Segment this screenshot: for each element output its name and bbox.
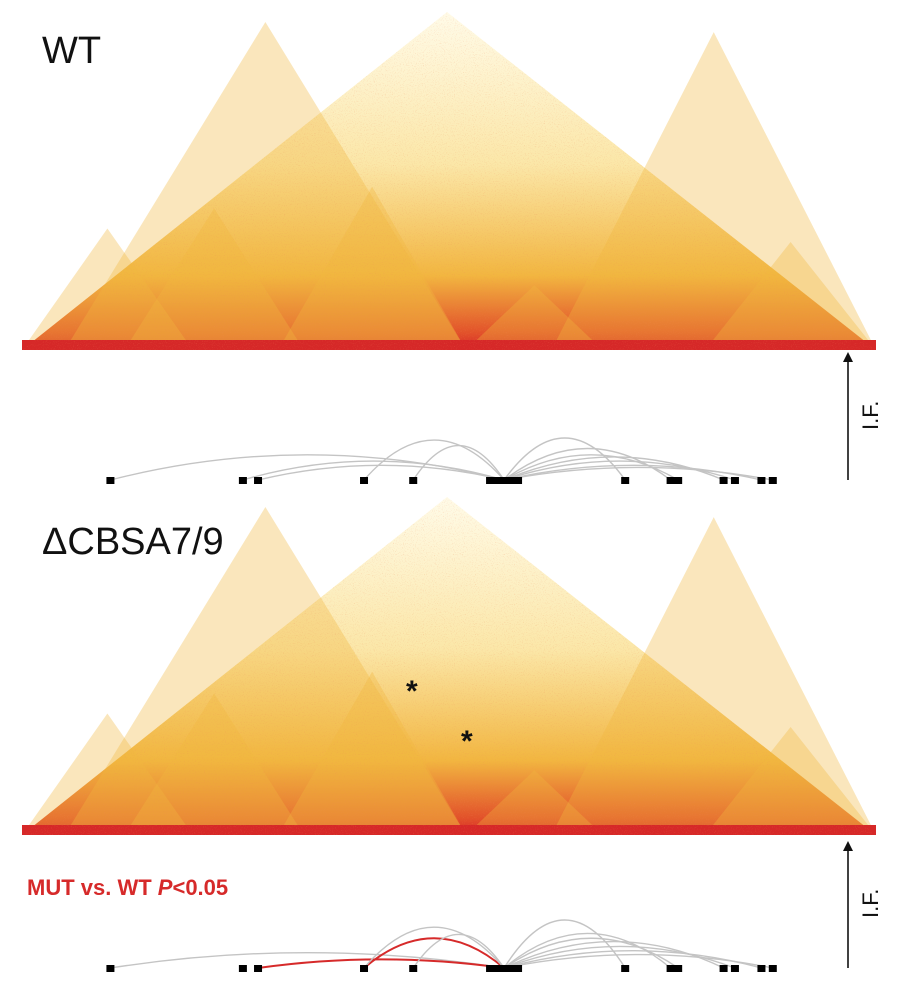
interaction-arc	[503, 953, 773, 969]
wt-anchors	[106, 477, 777, 484]
anchor-block	[106, 477, 115, 484]
anchor-block	[254, 477, 263, 484]
interaction-arc	[412, 444, 505, 481]
anchor-block	[674, 477, 683, 484]
interaction-arc	[503, 932, 672, 969]
anchor-block	[106, 965, 115, 972]
mut-arcs	[110, 919, 773, 969]
anchor-block	[621, 965, 630, 972]
anchor-block	[409, 965, 418, 972]
interaction-arc	[503, 466, 773, 481]
interaction-arc	[503, 437, 626, 481]
wt-arcs	[110, 437, 773, 481]
mut-anchors	[106, 965, 777, 972]
anchor-block	[409, 477, 418, 484]
wt-heatmap-noise	[22, 12, 876, 350]
anchor-block	[719, 477, 728, 484]
interaction-arc	[412, 933, 505, 969]
interaction-arc	[503, 460, 736, 481]
anchor-block	[666, 965, 675, 972]
mut-panel-title: ΔCBSA7/9	[42, 521, 224, 563]
mut-heatmap-noise	[22, 497, 876, 835]
anchor-block	[360, 965, 369, 972]
interaction-arc	[257, 464, 505, 481]
anchor-block	[730, 477, 739, 484]
anchor-block	[757, 477, 766, 484]
interaction-arc	[363, 926, 505, 969]
anchor-block	[238, 965, 247, 972]
wt-if-axis	[843, 352, 853, 480]
wt-heatmap	[22, 12, 876, 350]
anchor-block	[238, 477, 247, 484]
viewpoint-block	[486, 477, 523, 484]
significance-suffix: <0.05	[172, 875, 229, 900]
interaction-arc	[363, 439, 505, 481]
anchor-block	[730, 965, 739, 972]
interaction-arc	[110, 951, 505, 969]
mut-star-marker-2: *	[461, 725, 473, 758]
anchor-block	[768, 965, 777, 972]
mut-star-marker-1: *	[406, 675, 418, 708]
significant-arc	[257, 958, 505, 969]
anchor-block	[666, 477, 675, 484]
wt-if-label: I.F.	[858, 400, 883, 430]
significance-label: MUT vs. WT P<0.05	[27, 877, 228, 899]
interaction-arc	[503, 454, 679, 481]
anchor-block	[719, 965, 728, 972]
anchor-block	[757, 965, 766, 972]
anchor-block	[768, 477, 777, 484]
interaction-arc	[503, 919, 626, 969]
mut-heatmap	[22, 497, 876, 835]
anchor-block	[674, 965, 683, 972]
interaction-arc	[242, 460, 505, 481]
mut-if-axis	[843, 841, 853, 968]
mut-if-label: I.F.	[858, 888, 883, 918]
anchor-block	[621, 477, 630, 484]
anchor-block	[360, 477, 369, 484]
significant-arc	[363, 937, 505, 969]
wt-panel-title: WT	[42, 30, 102, 72]
significance-p: P	[157, 875, 173, 900]
significance-prefix: MUT vs. WT	[27, 875, 158, 900]
viewpoint-block	[486, 965, 523, 972]
anchor-block	[254, 965, 263, 972]
